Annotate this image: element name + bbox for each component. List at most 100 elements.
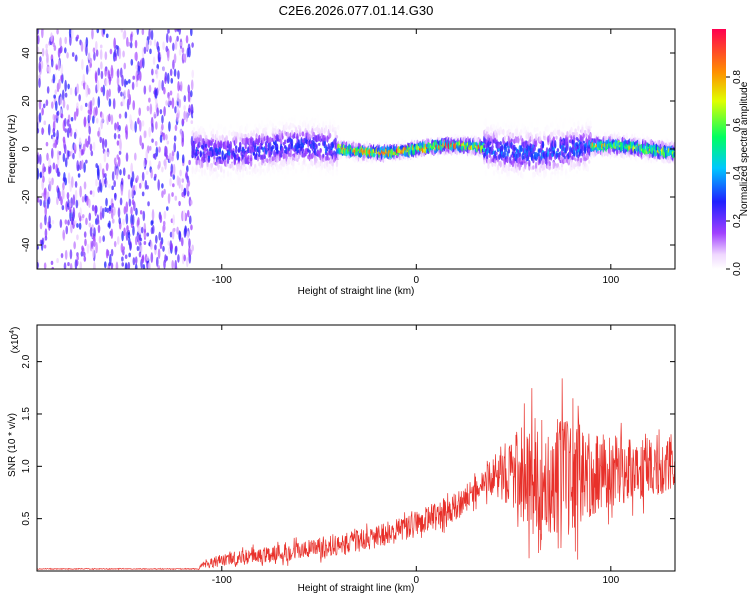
spectrogram-cell xyxy=(45,48,48,57)
spectrogram-cell xyxy=(94,205,98,214)
spectrogram-cell xyxy=(304,163,307,167)
spectrogram-cell xyxy=(298,119,302,126)
spectrogram-cell xyxy=(99,210,103,221)
spectrogram-cell xyxy=(308,130,311,135)
spectrogram-cell xyxy=(111,171,115,181)
spectrogram-cell xyxy=(459,159,463,163)
spectrogram-cell xyxy=(521,173,524,180)
spectrogram-cell xyxy=(313,117,317,124)
spectrogram-cell xyxy=(496,164,500,171)
spectrogram-cell xyxy=(316,113,320,122)
colorbar-tick-label: 0.4 xyxy=(732,166,743,180)
spectrogram-cell xyxy=(71,29,74,40)
spectrogram-cell xyxy=(58,150,62,156)
spectrogram-cell xyxy=(269,170,272,177)
spectrogram-cell xyxy=(318,142,321,146)
spectrogram-cell xyxy=(177,70,180,80)
spectrogram-cell xyxy=(122,218,125,226)
spectrogram-cell xyxy=(162,245,165,252)
colorbar-tick-label: 0.2 xyxy=(732,214,743,228)
spectrogram-cell xyxy=(166,72,170,85)
spectrogram-cell xyxy=(42,175,45,183)
spectrogram-cell xyxy=(211,133,215,140)
spectrogram-cell xyxy=(102,84,106,97)
spectrogram-cell xyxy=(548,161,551,167)
spectrogram-cell xyxy=(215,170,219,179)
spectrogram-cell xyxy=(229,117,232,126)
colorbar-tick-label: 0.8 xyxy=(732,70,743,84)
spectrogram-cell xyxy=(64,177,68,186)
spectrogram-cell xyxy=(446,154,449,160)
spectrogram-cell xyxy=(244,146,247,150)
spectrogram-cell xyxy=(453,156,456,162)
spectrogram-cell xyxy=(536,126,539,132)
spectrogram-cell xyxy=(97,130,100,137)
spectrogram-cell xyxy=(48,157,51,167)
spectrogram-cell xyxy=(151,122,154,133)
spectrogram-cell xyxy=(147,201,150,207)
spectrogram-cell xyxy=(354,138,358,145)
spectrogram-cell xyxy=(181,154,185,164)
spectrogram-cell xyxy=(588,160,591,164)
spectrogram-cell xyxy=(372,152,376,158)
spectrogram-cell xyxy=(113,240,117,248)
spectrogram-cell xyxy=(305,116,309,124)
spectrogram-cell xyxy=(192,176,196,182)
spectrogram-cell xyxy=(73,131,77,140)
spectrogram-cell xyxy=(496,111,500,116)
spectrogram-cell xyxy=(536,119,539,127)
spectrogram-cell xyxy=(63,262,67,269)
spectrogram-cell xyxy=(303,115,306,121)
spectrogram-cell xyxy=(278,132,281,140)
spectrogram-cell xyxy=(93,261,96,269)
spectrogram-cell xyxy=(109,253,112,266)
spectrogram-cell xyxy=(190,103,194,115)
spectrogram-cell xyxy=(211,138,215,143)
spectrogram-y-tick-label: -20 xyxy=(21,189,32,204)
spectrogram-cell xyxy=(345,131,348,139)
spectrogram-cell xyxy=(536,107,539,115)
snr-x-tick-label: 100 xyxy=(602,575,619,586)
spectrogram-cell xyxy=(533,171,536,178)
spectrogram-cell xyxy=(150,168,153,179)
spectrogram-cell xyxy=(85,217,88,226)
spectrogram-cell xyxy=(104,138,108,148)
spectrogram-cell xyxy=(271,145,275,150)
spectrogram-cell xyxy=(159,134,163,143)
spectrogram-cell xyxy=(376,159,380,166)
spectrogram-cell xyxy=(123,227,126,237)
colorbar-gradient xyxy=(712,29,726,269)
spectrogram-cell xyxy=(38,112,42,123)
spectrogram-cell xyxy=(65,225,69,235)
spectrogram-cell xyxy=(324,124,328,133)
spectrogram-cell xyxy=(401,138,404,146)
spectrogram-cell xyxy=(577,120,580,126)
spectrogram-cell xyxy=(274,128,277,136)
spectrogram-cell xyxy=(498,106,501,112)
spectrogram-cell xyxy=(285,121,288,129)
spectrogram-cell xyxy=(551,171,554,175)
spectrogram-cell xyxy=(67,219,70,226)
spectrogram-cell xyxy=(179,169,182,177)
spectrogram-cell xyxy=(145,170,149,175)
spectrogram-cell xyxy=(578,165,581,172)
spectrogram-cell xyxy=(610,160,613,165)
spectrogram-cell xyxy=(83,116,87,127)
spectrogram-cell xyxy=(164,158,167,170)
spectrogram-cell xyxy=(582,132,585,139)
spectrogram-cell xyxy=(503,150,507,158)
spectrogram-cell xyxy=(85,37,89,48)
spectrogram-cell xyxy=(180,237,184,247)
spectrogram-cell xyxy=(195,158,198,166)
spectrogram-cell xyxy=(472,155,475,162)
spectrogram-cell xyxy=(183,227,187,239)
spectrogram-cell xyxy=(41,107,44,116)
spectrogram-cell xyxy=(258,137,261,141)
spectrogram-cell xyxy=(131,186,135,198)
spectrogram-cell xyxy=(169,170,173,177)
spectrogram-cell xyxy=(293,108,296,115)
spectrogram-cell xyxy=(102,29,106,35)
spectrogram-cell xyxy=(133,189,136,196)
spectrogram-cell xyxy=(186,209,190,218)
spectrogram-cell xyxy=(169,35,172,43)
